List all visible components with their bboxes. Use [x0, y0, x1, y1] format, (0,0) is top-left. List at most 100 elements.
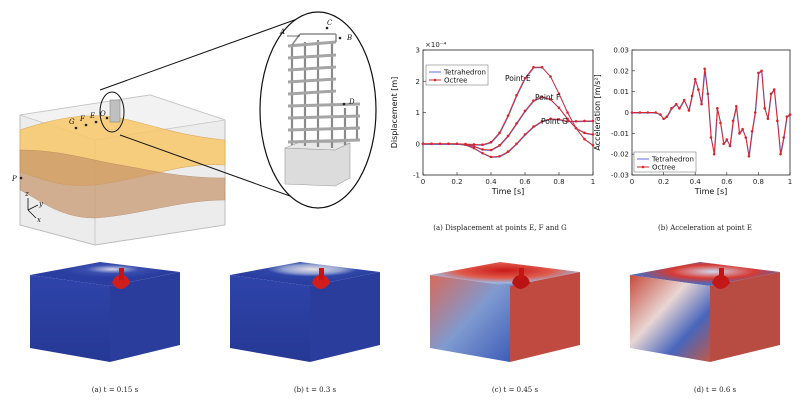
snapshot-c — [430, 262, 580, 362]
acceleration-chart: 0 0.2 0.4 0.6 0.8 1 -0.03 -0.02 -0.01 0 0.01 0.02 0.… — [593, 47, 792, 197]
y-tick-label: -0.02 — [611, 151, 629, 159]
data-point — [741, 127, 744, 131]
data-point — [540, 119, 544, 123]
data-point — [725, 138, 729, 141]
data-point — [630, 111, 634, 114]
data-point — [566, 119, 569, 123]
y-tick-label: 0.03 — [613, 47, 629, 55]
data-point — [498, 131, 501, 135]
data-point — [638, 111, 642, 114]
data-point — [753, 111, 757, 114]
data-point — [464, 143, 467, 146]
legend-entry: Tetrahedron — [651, 156, 694, 164]
label-O: O — [100, 110, 106, 118]
data-point — [515, 142, 518, 146]
data-point — [659, 113, 662, 116]
label-P: P — [11, 175, 17, 183]
label-B: B — [346, 34, 352, 42]
data-point — [549, 117, 552, 121]
building-marker — [109, 99, 121, 123]
point-annotation: Point F — [535, 93, 560, 102]
data-point — [583, 131, 586, 135]
data-point — [646, 111, 650, 114]
data-point — [716, 107, 719, 110]
data-point — [693, 77, 697, 81]
data-point — [481, 151, 484, 155]
point-markers: G F E O P — [11, 110, 109, 183]
label-C: C — [327, 19, 333, 27]
y-axis-label: Displacement [m] — [390, 77, 399, 149]
data-point — [532, 99, 535, 102]
y-tick-label: 3 — [416, 47, 420, 55]
data-point — [481, 148, 484, 151]
data-point — [678, 107, 681, 110]
caption-snapshot-d: (d) t = 0.6 s — [693, 386, 737, 394]
snapshot-a — [30, 262, 180, 362]
data-point — [532, 125, 535, 128]
y-tick-label: 0 — [416, 140, 420, 148]
data-point — [540, 95, 544, 99]
x-tick-label: 0.6 — [721, 178, 733, 186]
data-point — [532, 65, 535, 69]
data-point — [472, 146, 476, 150]
data-point — [489, 140, 493, 144]
data-point — [670, 107, 673, 110]
data-point — [706, 92, 710, 96]
legend-marker — [433, 78, 437, 82]
x-tick-label: 0.2 — [451, 178, 462, 186]
data-point — [591, 119, 595, 123]
data-point — [788, 113, 792, 116]
data-point — [472, 144, 476, 148]
caption-acceleration: (b) Acceleration at point E — [658, 224, 752, 232]
axis-y-label: y — [38, 200, 44, 208]
caption-displacement: (a) Displacement at points E, F and G — [433, 224, 567, 232]
data-point — [523, 109, 527, 113]
y-tick-label: 0.02 — [613, 67, 629, 75]
data-point — [654, 111, 657, 114]
data-point — [769, 92, 773, 96]
x-tick-label: 0 — [630, 178, 634, 186]
data-point — [515, 122, 518, 125]
data-point — [709, 136, 713, 139]
data-point — [731, 119, 735, 123]
data-point — [750, 129, 754, 133]
data-point — [489, 155, 493, 159]
data-point — [523, 76, 527, 80]
data-point — [430, 142, 433, 146]
data-point — [549, 75, 552, 78]
data-point — [662, 117, 665, 121]
data-point — [690, 94, 694, 98]
snapshot-d — [630, 262, 780, 362]
legend-marker — [641, 165, 645, 169]
data-point — [498, 154, 501, 158]
data-point — [744, 136, 748, 139]
data-point — [515, 94, 518, 97]
axis-z-label: z — [24, 190, 29, 198]
data-point — [674, 102, 678, 106]
y-tick-label: 1 — [416, 109, 420, 117]
data-point — [665, 115, 669, 118]
caption-snapshot-a: (a) t = 0.15 s — [91, 386, 139, 394]
data-point — [766, 117, 770, 121]
x-tick-label: 0.2 — [658, 178, 669, 186]
data-point — [438, 142, 442, 146]
soil-domain-scene: G F E O P z y x — [11, 11, 377, 246]
legend-entry: Octree — [444, 77, 467, 85]
x-tick-label: 1 — [788, 178, 792, 186]
x-axis-label: Time [s] — [491, 187, 525, 196]
label-G: G — [69, 118, 75, 126]
x-tick-label: 0.6 — [519, 178, 531, 186]
label-A: A — [279, 28, 285, 36]
data-point — [785, 115, 789, 118]
point-annotation: Point E — [505, 74, 531, 83]
caption-snapshot-b: (b) t = 0.3 s — [293, 386, 337, 394]
data-point — [763, 107, 767, 110]
data-point — [738, 132, 741, 135]
data-point — [566, 111, 569, 114]
data-point — [523, 133, 527, 136]
data-point — [574, 126, 578, 130]
data-point — [421, 142, 425, 146]
data-point — [455, 142, 459, 146]
y-tick-label: 0.01 — [613, 88, 629, 96]
data-point — [574, 119, 578, 123]
